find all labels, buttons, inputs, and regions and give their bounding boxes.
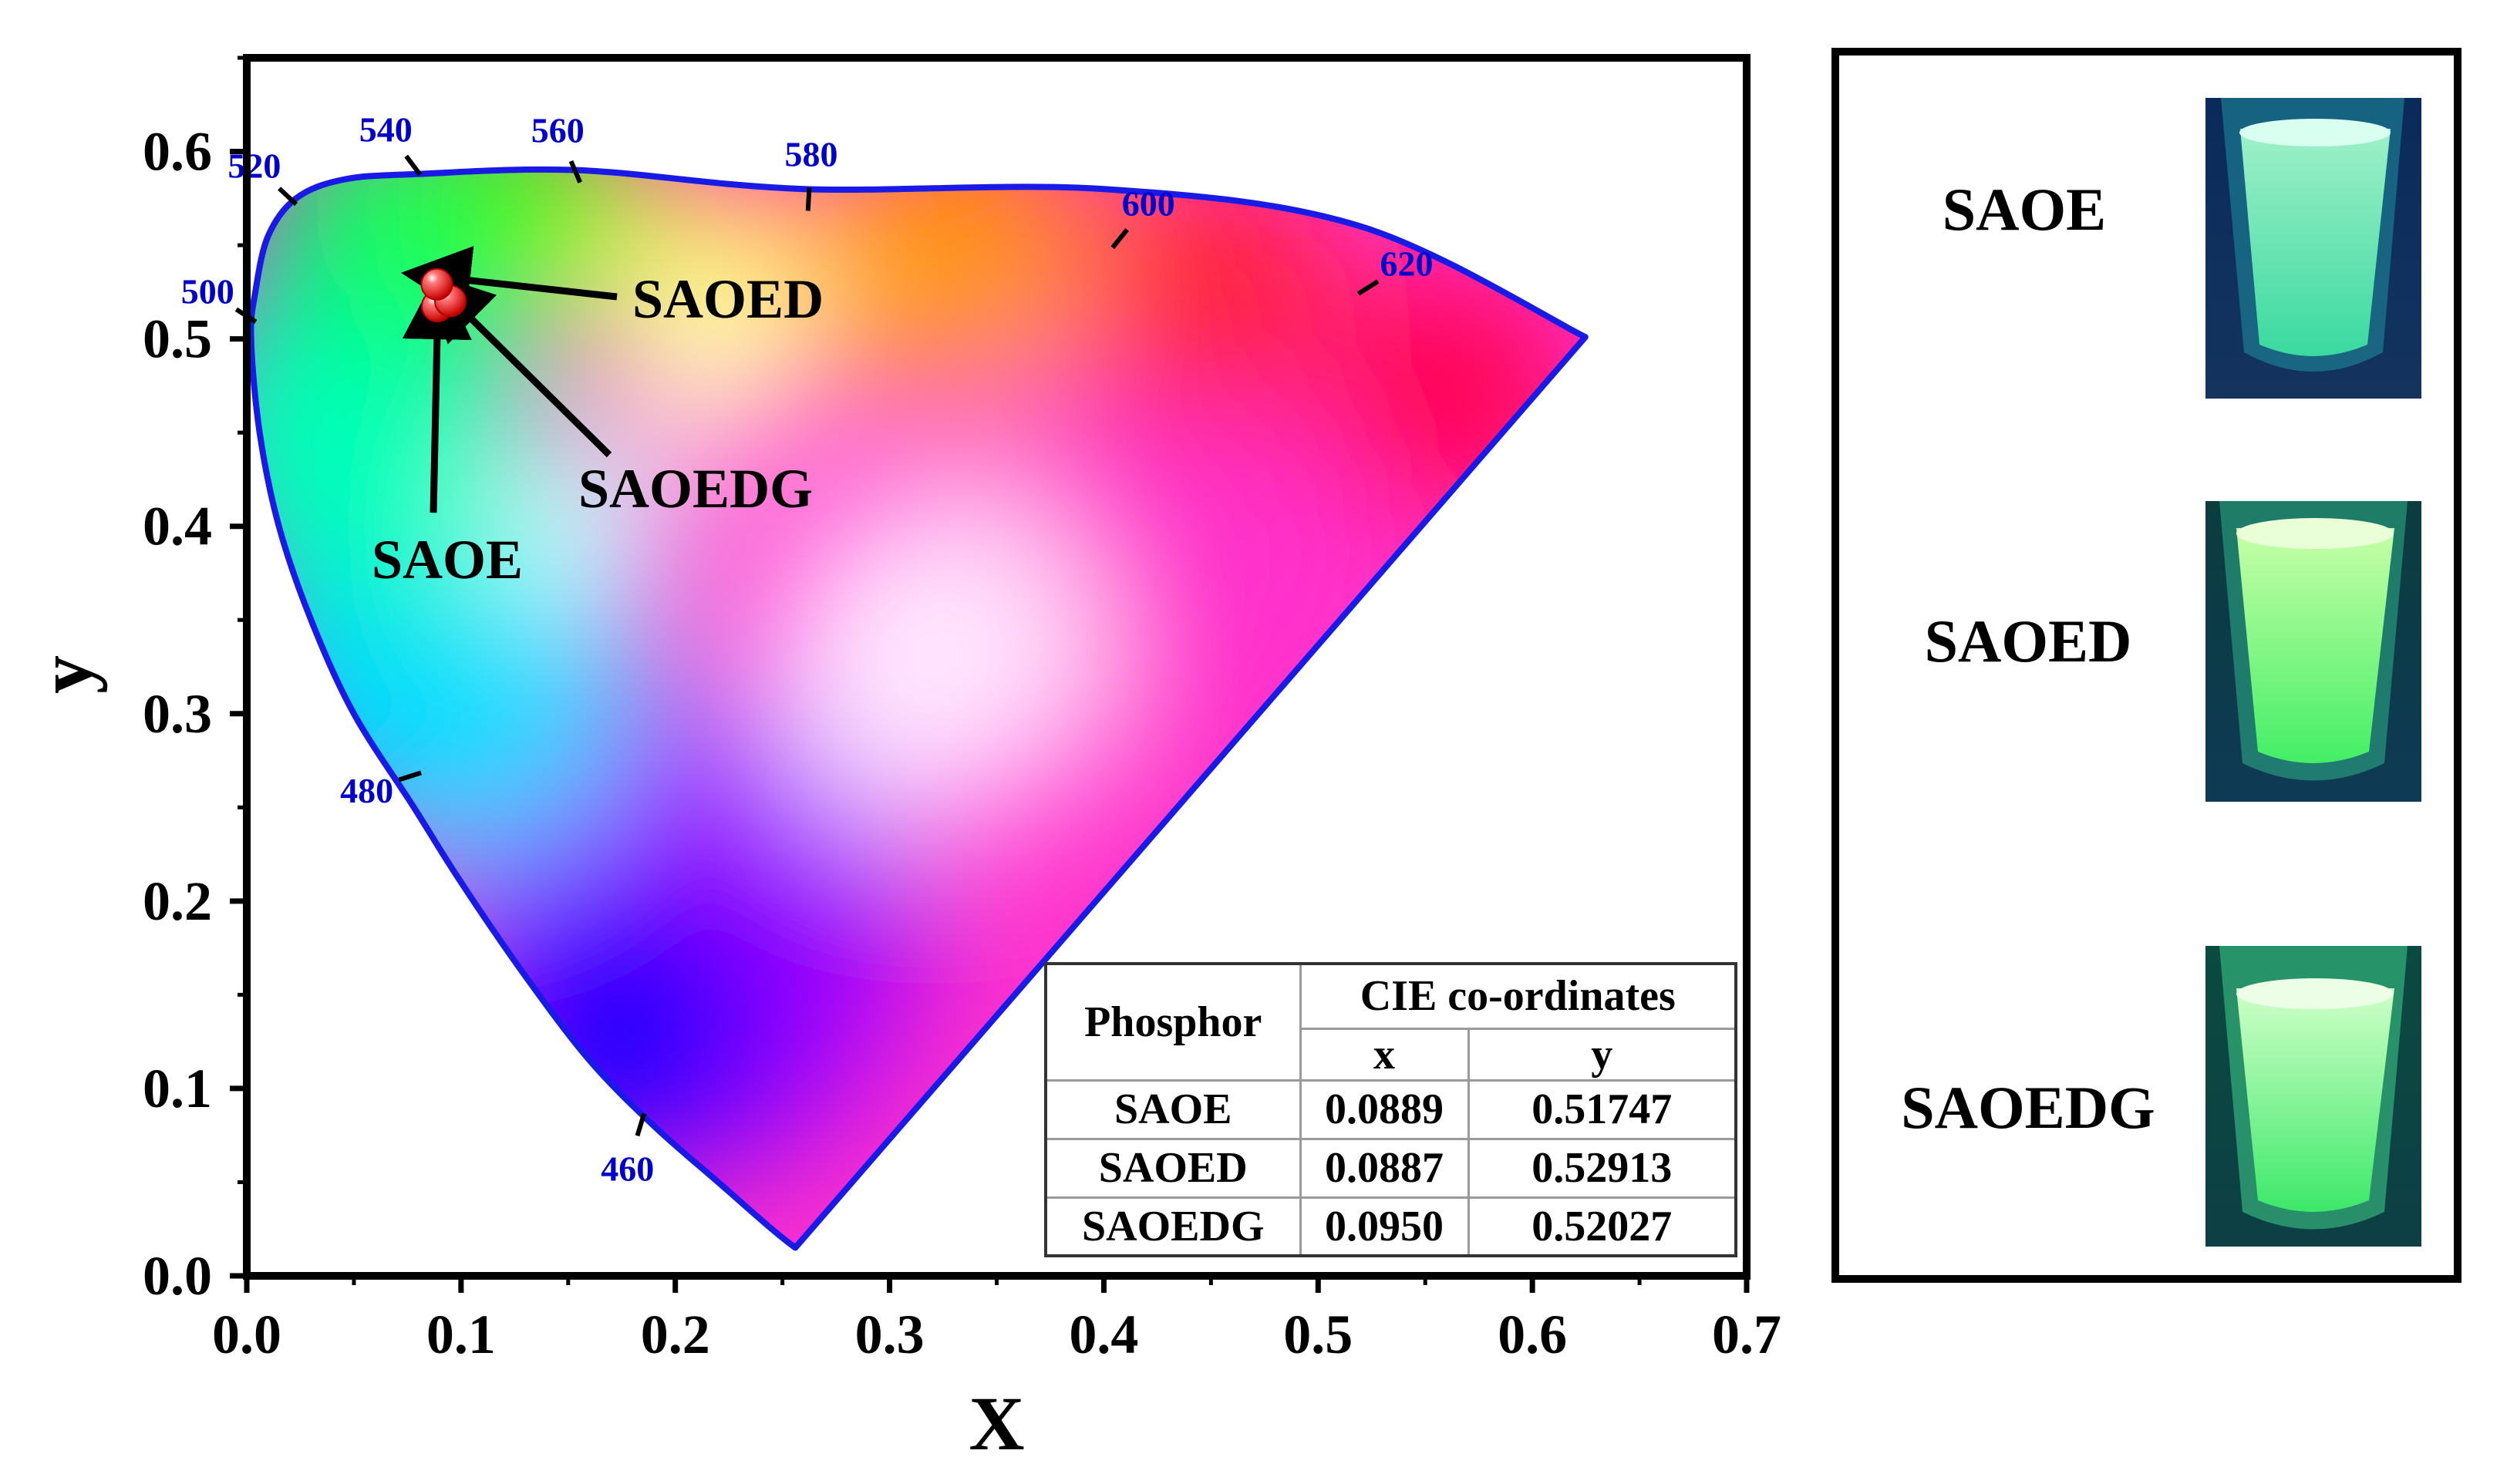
sample-label-saoedg: SAOEDG [1901, 1074, 2155, 1141]
x-tick-label: 0.4 [1069, 1304, 1138, 1365]
table-cell-x: 0.0889 [1299, 1079, 1470, 1140]
table-cell-name: SAOE [1044, 1079, 1302, 1140]
color-blob [1087, 178, 1335, 425]
vial-photo-saoed [2205, 501, 2421, 802]
wavelength-tick [805, 187, 812, 211]
wavelength-tick [1110, 227, 1129, 250]
x-tick-label: 0.6 [1498, 1304, 1567, 1365]
wavelength-label: 620 [1380, 244, 1434, 283]
table-row: SAOED 0.0887 0.52913 [1044, 1137, 1737, 1199]
cie-coordinates-table: Phosphor CIE co-ordinates x y SAOE 0.088… [1044, 962, 1737, 1257]
wavelength-label: 480 [340, 771, 393, 810]
y-tick-label: 0.0 [143, 1245, 212, 1307]
wavelength-label: 600 [1122, 184, 1175, 224]
annotation-label: SAOEDG [578, 458, 813, 520]
wavelength-tick [404, 154, 423, 177]
vial-photo-saoedg [2205, 946, 2421, 1247]
y-axis-title: y [22, 655, 108, 694]
x-tick-label: 0.0 [212, 1304, 281, 1365]
y-tick-label: 0.2 [143, 870, 212, 932]
sample-label-saoe: SAOE [1942, 176, 2107, 243]
x-tick-label: 0.7 [1712, 1304, 1781, 1365]
y-tick-label: 0.4 [143, 496, 212, 557]
data-point-saoed [420, 268, 453, 301]
table-cell-x: 0.0950 [1299, 1196, 1470, 1257]
y-axis: 0.0 0.1 0.2 0.3 0.4 0.5 0.6 [143, 56, 247, 1307]
table-row: SAOE 0.0889 0.51747 [1044, 1079, 1737, 1140]
wavelength-label: 560 [531, 111, 585, 150]
x-tick-label: 0.1 [426, 1304, 496, 1365]
wavelength-tick [568, 160, 583, 183]
table-cell-y: 0.52027 [1467, 1196, 1737, 1257]
color-blob [497, 433, 682, 619]
wavelength-tick [1356, 279, 1380, 296]
x-tick-label: 0.3 [855, 1304, 925, 1365]
table-header-y: y [1467, 1027, 1737, 1082]
table-cell-y: 0.51747 [1467, 1079, 1737, 1140]
sample-label-saoed: SAOED [1924, 607, 2132, 675]
annotation-label: SAOE [372, 529, 523, 591]
y-tick-label: 0.3 [143, 683, 212, 745]
annotation-arrow [402, 270, 472, 513]
y-tick-label: 0.6 [143, 121, 212, 183]
x-tick-label: 0.5 [1283, 1304, 1353, 1365]
color-blob [475, 886, 769, 1179]
table-cell-y: 0.52913 [1467, 1137, 1737, 1199]
table-cell-x: 0.0887 [1299, 1137, 1470, 1199]
wavelength-label: 540 [359, 109, 413, 149]
wavelength-tick [278, 187, 298, 207]
data-points [420, 268, 467, 323]
sample-photo-panel: SAOE SAOED SAOEDG [1831, 48, 2462, 1283]
annotation-arrow [423, 271, 612, 458]
color-blob [814, 169, 1093, 403]
annotation-label: SAOED [632, 268, 824, 330]
y-tick-label: 0.5 [143, 308, 212, 370]
x-axis-title: X [969, 1381, 1024, 1466]
spectral-locus-outline [248, 166, 1589, 1251]
wavelength-tick [635, 1112, 647, 1137]
y-tick-label: 0.1 [143, 1058, 212, 1119]
table-row: SAOEDG 0.0950 0.52027 [1044, 1196, 1737, 1257]
table-header-x: x [1299, 1027, 1470, 1082]
annotations: SAOED SAOEDG SAOE [372, 246, 824, 591]
wavelength-label: 500 [181, 272, 234, 311]
wavelength-label: 580 [784, 135, 837, 174]
table-cell-name: SAOED [1044, 1137, 1302, 1199]
wavelength-tick [398, 770, 423, 782]
wavelength-label: 460 [601, 1149, 654, 1188]
table-header-phosphor: Phosphor [1044, 962, 1302, 1082]
x-tick-label: 0.2 [641, 1304, 710, 1365]
table-cell-name: SAOEDG [1044, 1196, 1302, 1257]
x-axis: 0.0 0.1 0.2 0.3 0.4 0.5 0.6 0.7 [212, 1276, 1781, 1365]
table-header-cie: CIE co-ordinates [1299, 962, 1737, 1030]
color-blob [633, 291, 804, 462]
vial-photo-saoe [2205, 98, 2421, 399]
color-blob [763, 487, 1103, 827]
